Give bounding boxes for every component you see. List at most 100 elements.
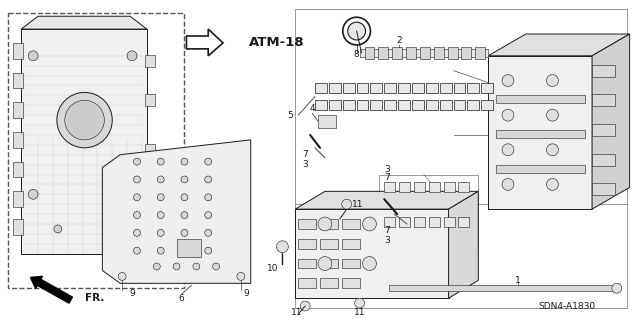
Circle shape xyxy=(318,217,332,231)
Text: 11: 11 xyxy=(351,200,363,209)
Circle shape xyxy=(318,256,332,271)
Polygon shape xyxy=(318,115,336,128)
Polygon shape xyxy=(449,191,478,298)
Text: SDN4-A1830: SDN4-A1830 xyxy=(539,301,596,311)
Circle shape xyxy=(276,241,289,253)
Polygon shape xyxy=(398,100,410,110)
Polygon shape xyxy=(454,84,465,93)
Circle shape xyxy=(118,272,126,280)
Text: 10: 10 xyxy=(267,264,278,273)
Text: ATM-18: ATM-18 xyxy=(249,36,305,49)
Polygon shape xyxy=(592,65,615,77)
Circle shape xyxy=(212,263,220,270)
Circle shape xyxy=(547,109,559,121)
Polygon shape xyxy=(360,49,488,57)
Polygon shape xyxy=(406,47,416,59)
Polygon shape xyxy=(384,100,396,110)
Polygon shape xyxy=(371,84,382,93)
Polygon shape xyxy=(177,239,202,256)
Polygon shape xyxy=(461,47,471,59)
Circle shape xyxy=(181,176,188,183)
Circle shape xyxy=(181,158,188,165)
Circle shape xyxy=(342,199,351,209)
Polygon shape xyxy=(467,84,479,93)
Polygon shape xyxy=(320,219,338,229)
Polygon shape xyxy=(315,84,327,93)
Polygon shape xyxy=(481,84,493,93)
Circle shape xyxy=(205,247,212,254)
Circle shape xyxy=(28,51,38,61)
Polygon shape xyxy=(399,217,410,227)
Circle shape xyxy=(157,229,164,236)
Polygon shape xyxy=(384,217,395,227)
Polygon shape xyxy=(592,94,615,106)
Polygon shape xyxy=(440,84,452,93)
Text: 11: 11 xyxy=(291,308,302,316)
Circle shape xyxy=(181,247,188,254)
Circle shape xyxy=(547,75,559,86)
Circle shape xyxy=(547,178,559,190)
Polygon shape xyxy=(384,182,395,192)
Polygon shape xyxy=(21,16,147,29)
Circle shape xyxy=(181,211,188,219)
Polygon shape xyxy=(343,84,355,93)
Text: 3: 3 xyxy=(385,165,390,174)
Polygon shape xyxy=(444,182,454,192)
Polygon shape xyxy=(414,217,425,227)
Polygon shape xyxy=(447,47,458,59)
Polygon shape xyxy=(592,154,615,166)
Polygon shape xyxy=(384,84,396,93)
Polygon shape xyxy=(476,47,485,59)
Polygon shape xyxy=(434,47,444,59)
Polygon shape xyxy=(342,259,360,269)
Polygon shape xyxy=(496,165,585,173)
Circle shape xyxy=(134,158,140,165)
Polygon shape xyxy=(592,124,615,136)
Circle shape xyxy=(157,247,164,254)
Text: 2: 2 xyxy=(396,36,402,46)
Circle shape xyxy=(54,225,62,233)
Circle shape xyxy=(547,144,559,156)
Polygon shape xyxy=(420,47,430,59)
Polygon shape xyxy=(145,193,155,205)
Polygon shape xyxy=(389,285,617,291)
Polygon shape xyxy=(365,47,374,59)
Circle shape xyxy=(134,247,140,254)
Polygon shape xyxy=(342,239,360,249)
Text: 3: 3 xyxy=(302,160,308,169)
Circle shape xyxy=(108,225,116,233)
Polygon shape xyxy=(592,34,630,209)
Polygon shape xyxy=(13,43,23,59)
Circle shape xyxy=(134,194,140,201)
Polygon shape xyxy=(102,140,251,283)
Polygon shape xyxy=(356,100,369,110)
Polygon shape xyxy=(398,84,410,93)
Polygon shape xyxy=(371,100,382,110)
Circle shape xyxy=(502,144,514,156)
Polygon shape xyxy=(13,219,23,235)
Circle shape xyxy=(134,176,140,183)
Polygon shape xyxy=(295,209,449,298)
Polygon shape xyxy=(481,100,493,110)
Circle shape xyxy=(134,211,140,219)
Polygon shape xyxy=(426,84,438,93)
Circle shape xyxy=(205,158,212,165)
Text: 6: 6 xyxy=(179,294,184,303)
Polygon shape xyxy=(329,100,340,110)
Text: FR.: FR. xyxy=(84,293,104,303)
Polygon shape xyxy=(329,84,340,93)
Circle shape xyxy=(300,301,310,311)
Polygon shape xyxy=(392,47,402,59)
Circle shape xyxy=(157,158,164,165)
Circle shape xyxy=(154,263,160,270)
Polygon shape xyxy=(429,217,440,227)
FancyArrow shape xyxy=(31,276,72,303)
Circle shape xyxy=(355,298,365,308)
Text: 9: 9 xyxy=(243,289,249,298)
Polygon shape xyxy=(145,144,155,156)
Circle shape xyxy=(205,176,212,183)
Circle shape xyxy=(612,283,621,293)
Circle shape xyxy=(502,178,514,190)
Text: 11: 11 xyxy=(354,308,365,316)
Circle shape xyxy=(57,93,112,148)
